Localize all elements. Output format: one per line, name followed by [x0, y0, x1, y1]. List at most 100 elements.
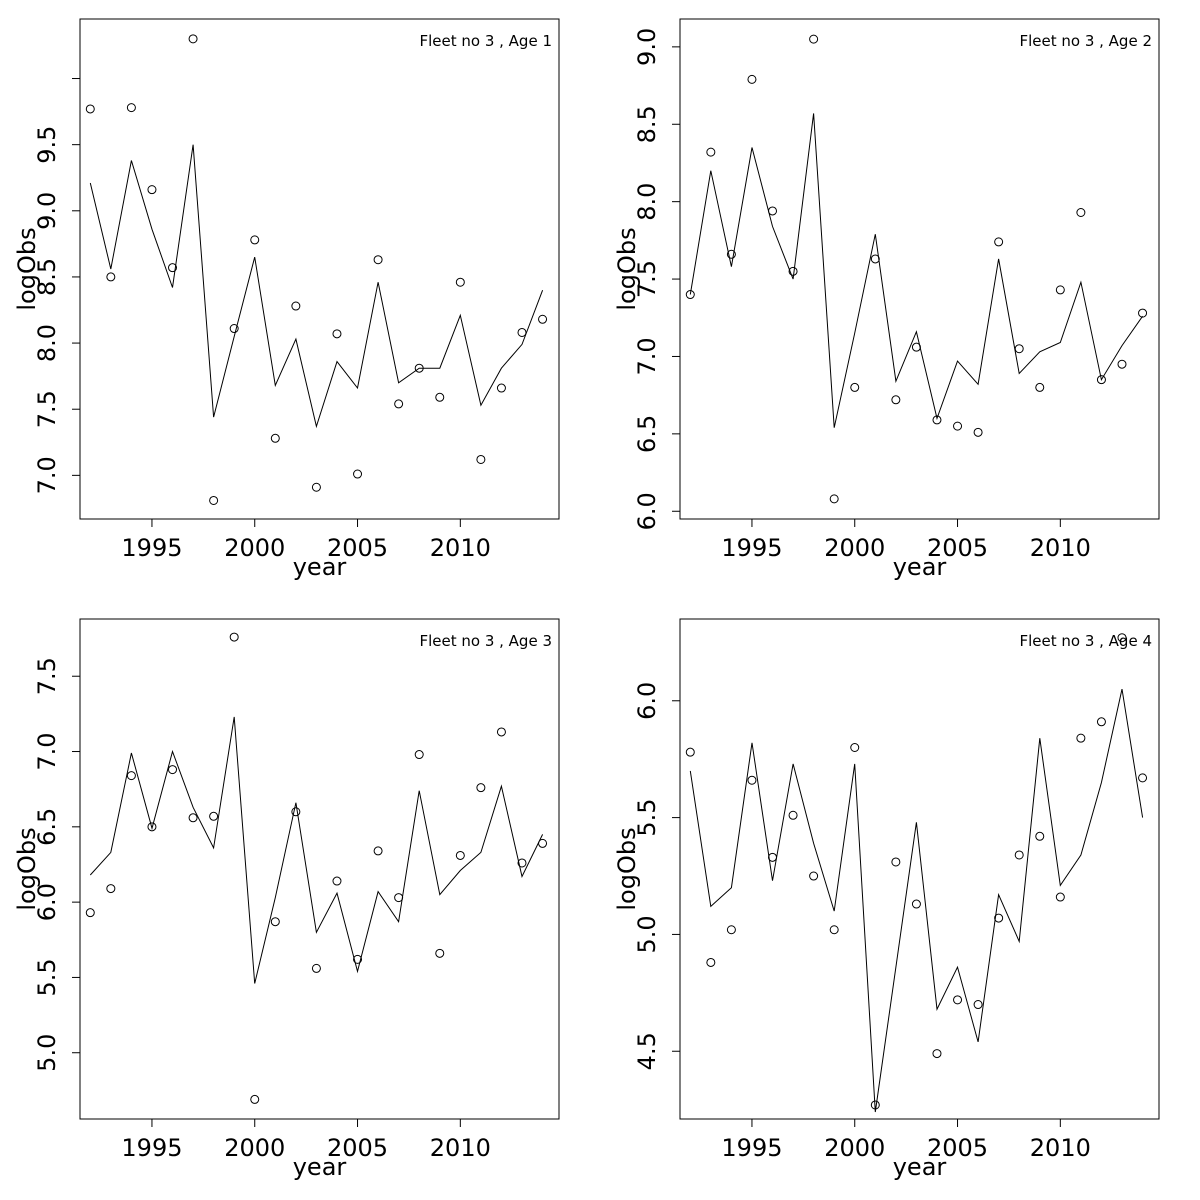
- y-tick-label: 7.5: [33, 657, 61, 695]
- x-tick-label: 2005: [327, 534, 388, 562]
- x-tick-label: 2010: [430, 1134, 491, 1162]
- observation-point: [311, 963, 321, 973]
- observation-point: [126, 103, 136, 113]
- observation-point: [455, 277, 465, 287]
- panel-title: Fleet no 3 , Age 3: [419, 632, 552, 650]
- observation-point: [373, 255, 383, 265]
- x-tick-label: 2010: [1030, 534, 1091, 562]
- observation-point: [209, 811, 219, 821]
- observation-point: [788, 266, 798, 276]
- x-tick-label: 2005: [927, 1134, 988, 1162]
- observation-point: [394, 399, 404, 409]
- observation-point: [1096, 375, 1106, 385]
- observation-point: [685, 290, 695, 300]
- observation-point: [1096, 717, 1106, 727]
- y-axis-label: logObs: [13, 227, 41, 310]
- observation-point: [768, 206, 778, 216]
- observation-point: [435, 392, 445, 402]
- observation-point: [706, 147, 716, 157]
- observation-point: [1138, 773, 1148, 783]
- observation-point: [953, 421, 963, 431]
- observation-point: [435, 948, 445, 958]
- observation-point: [850, 382, 860, 392]
- observation-point: [1076, 733, 1086, 743]
- observation-point: [85, 104, 95, 114]
- observation-point: [788, 810, 798, 820]
- observation-point: [496, 383, 506, 393]
- observation-point: [932, 1049, 942, 1059]
- plot-frame: [79, 18, 560, 520]
- x-tick-label: 2000: [224, 534, 285, 562]
- observation-point: [250, 235, 260, 245]
- observation-point: [373, 846, 383, 856]
- x-tick-label: 2010: [1030, 1134, 1091, 1162]
- observation-point: [1138, 308, 1148, 318]
- chart-svg-age-3: 1995 2000 2005 2010 5.0 5.5 6.0 6.5 7.0 7.5 year lo…: [13, 618, 560, 1181]
- observation-point: [870, 254, 880, 264]
- observation-point: [414, 363, 424, 373]
- observation-point: [476, 454, 486, 464]
- observation-point: [538, 838, 548, 848]
- observation-point: [1055, 285, 1065, 295]
- observation-point: [229, 632, 239, 642]
- observation-point: [188, 813, 198, 823]
- observation-point: [1014, 850, 1024, 860]
- x-axis-label: year: [893, 1153, 947, 1181]
- observation-point: [106, 272, 116, 282]
- chart-svg-age-4: 1995 2000 2005 2010 4.5 5.0 5.5 6.0 year logObs Fl…: [613, 618, 1160, 1181]
- y-tick-label: 9.5: [33, 126, 61, 164]
- x-tick-label: 2000: [224, 1134, 285, 1162]
- y-tick-label: 7.0: [33, 732, 61, 770]
- y-tick-label: 8.0: [33, 324, 61, 362]
- observation-point: [353, 954, 363, 964]
- observation-point: [1055, 892, 1065, 902]
- observation-point: [476, 783, 486, 793]
- observation-point: [911, 899, 921, 909]
- y-tick-label: 5.5: [633, 799, 661, 837]
- observation-point: [726, 249, 736, 259]
- y-axis-label: logObs: [613, 227, 641, 310]
- observation-point: [1076, 207, 1086, 217]
- x-tick-label: 2000: [824, 534, 885, 562]
- y-tick-label: 8.5: [33, 258, 61, 296]
- y-axis-label: logObs: [13, 827, 41, 910]
- x-tick-label: 2010: [430, 534, 491, 562]
- observation-point: [747, 775, 757, 785]
- y-tick-label: 8.0: [633, 183, 661, 221]
- observation-point: [496, 727, 506, 737]
- observation-point: [809, 871, 819, 881]
- x-axis-label: year: [293, 553, 347, 581]
- observation-point: [414, 750, 424, 760]
- observation-point: [168, 765, 178, 775]
- observation-point: [809, 34, 819, 44]
- fitted-line: [89, 716, 544, 984]
- x-tick-label: 1995: [121, 1134, 182, 1162]
- fitted-line: [689, 688, 1144, 1113]
- observation-point: [106, 884, 116, 894]
- plot-frame: [679, 618, 1160, 1120]
- observation-point: [209, 495, 219, 505]
- y-tick-label: 6.5: [633, 415, 661, 453]
- observation-point: [768, 852, 778, 862]
- panel-age-2: 1995 2000 2005 2010 6.0 6.5 7.0 7.5 8.0 8.5 9.0 yea…: [600, 0, 1200, 600]
- observation-point: [229, 324, 239, 334]
- observation-point: [911, 342, 921, 352]
- observation-point: [311, 482, 321, 492]
- observation-point: [891, 857, 901, 867]
- observation-point: [394, 893, 404, 903]
- observation-point: [538, 314, 548, 324]
- observation-point: [747, 74, 757, 84]
- observation-point: [250, 1094, 260, 1104]
- observation-point: [188, 34, 198, 44]
- observation-point: [270, 917, 280, 927]
- observation-point: [726, 925, 736, 935]
- observation-point: [126, 771, 136, 781]
- y-tick-label: 5.0: [33, 1034, 61, 1072]
- plot-frame: [79, 618, 560, 1120]
- observation-point: [870, 1100, 880, 1110]
- y-tick-label: 6.0: [633, 682, 661, 720]
- observation-point: [85, 908, 95, 918]
- observation-point: [850, 743, 860, 753]
- observation-point: [932, 415, 942, 425]
